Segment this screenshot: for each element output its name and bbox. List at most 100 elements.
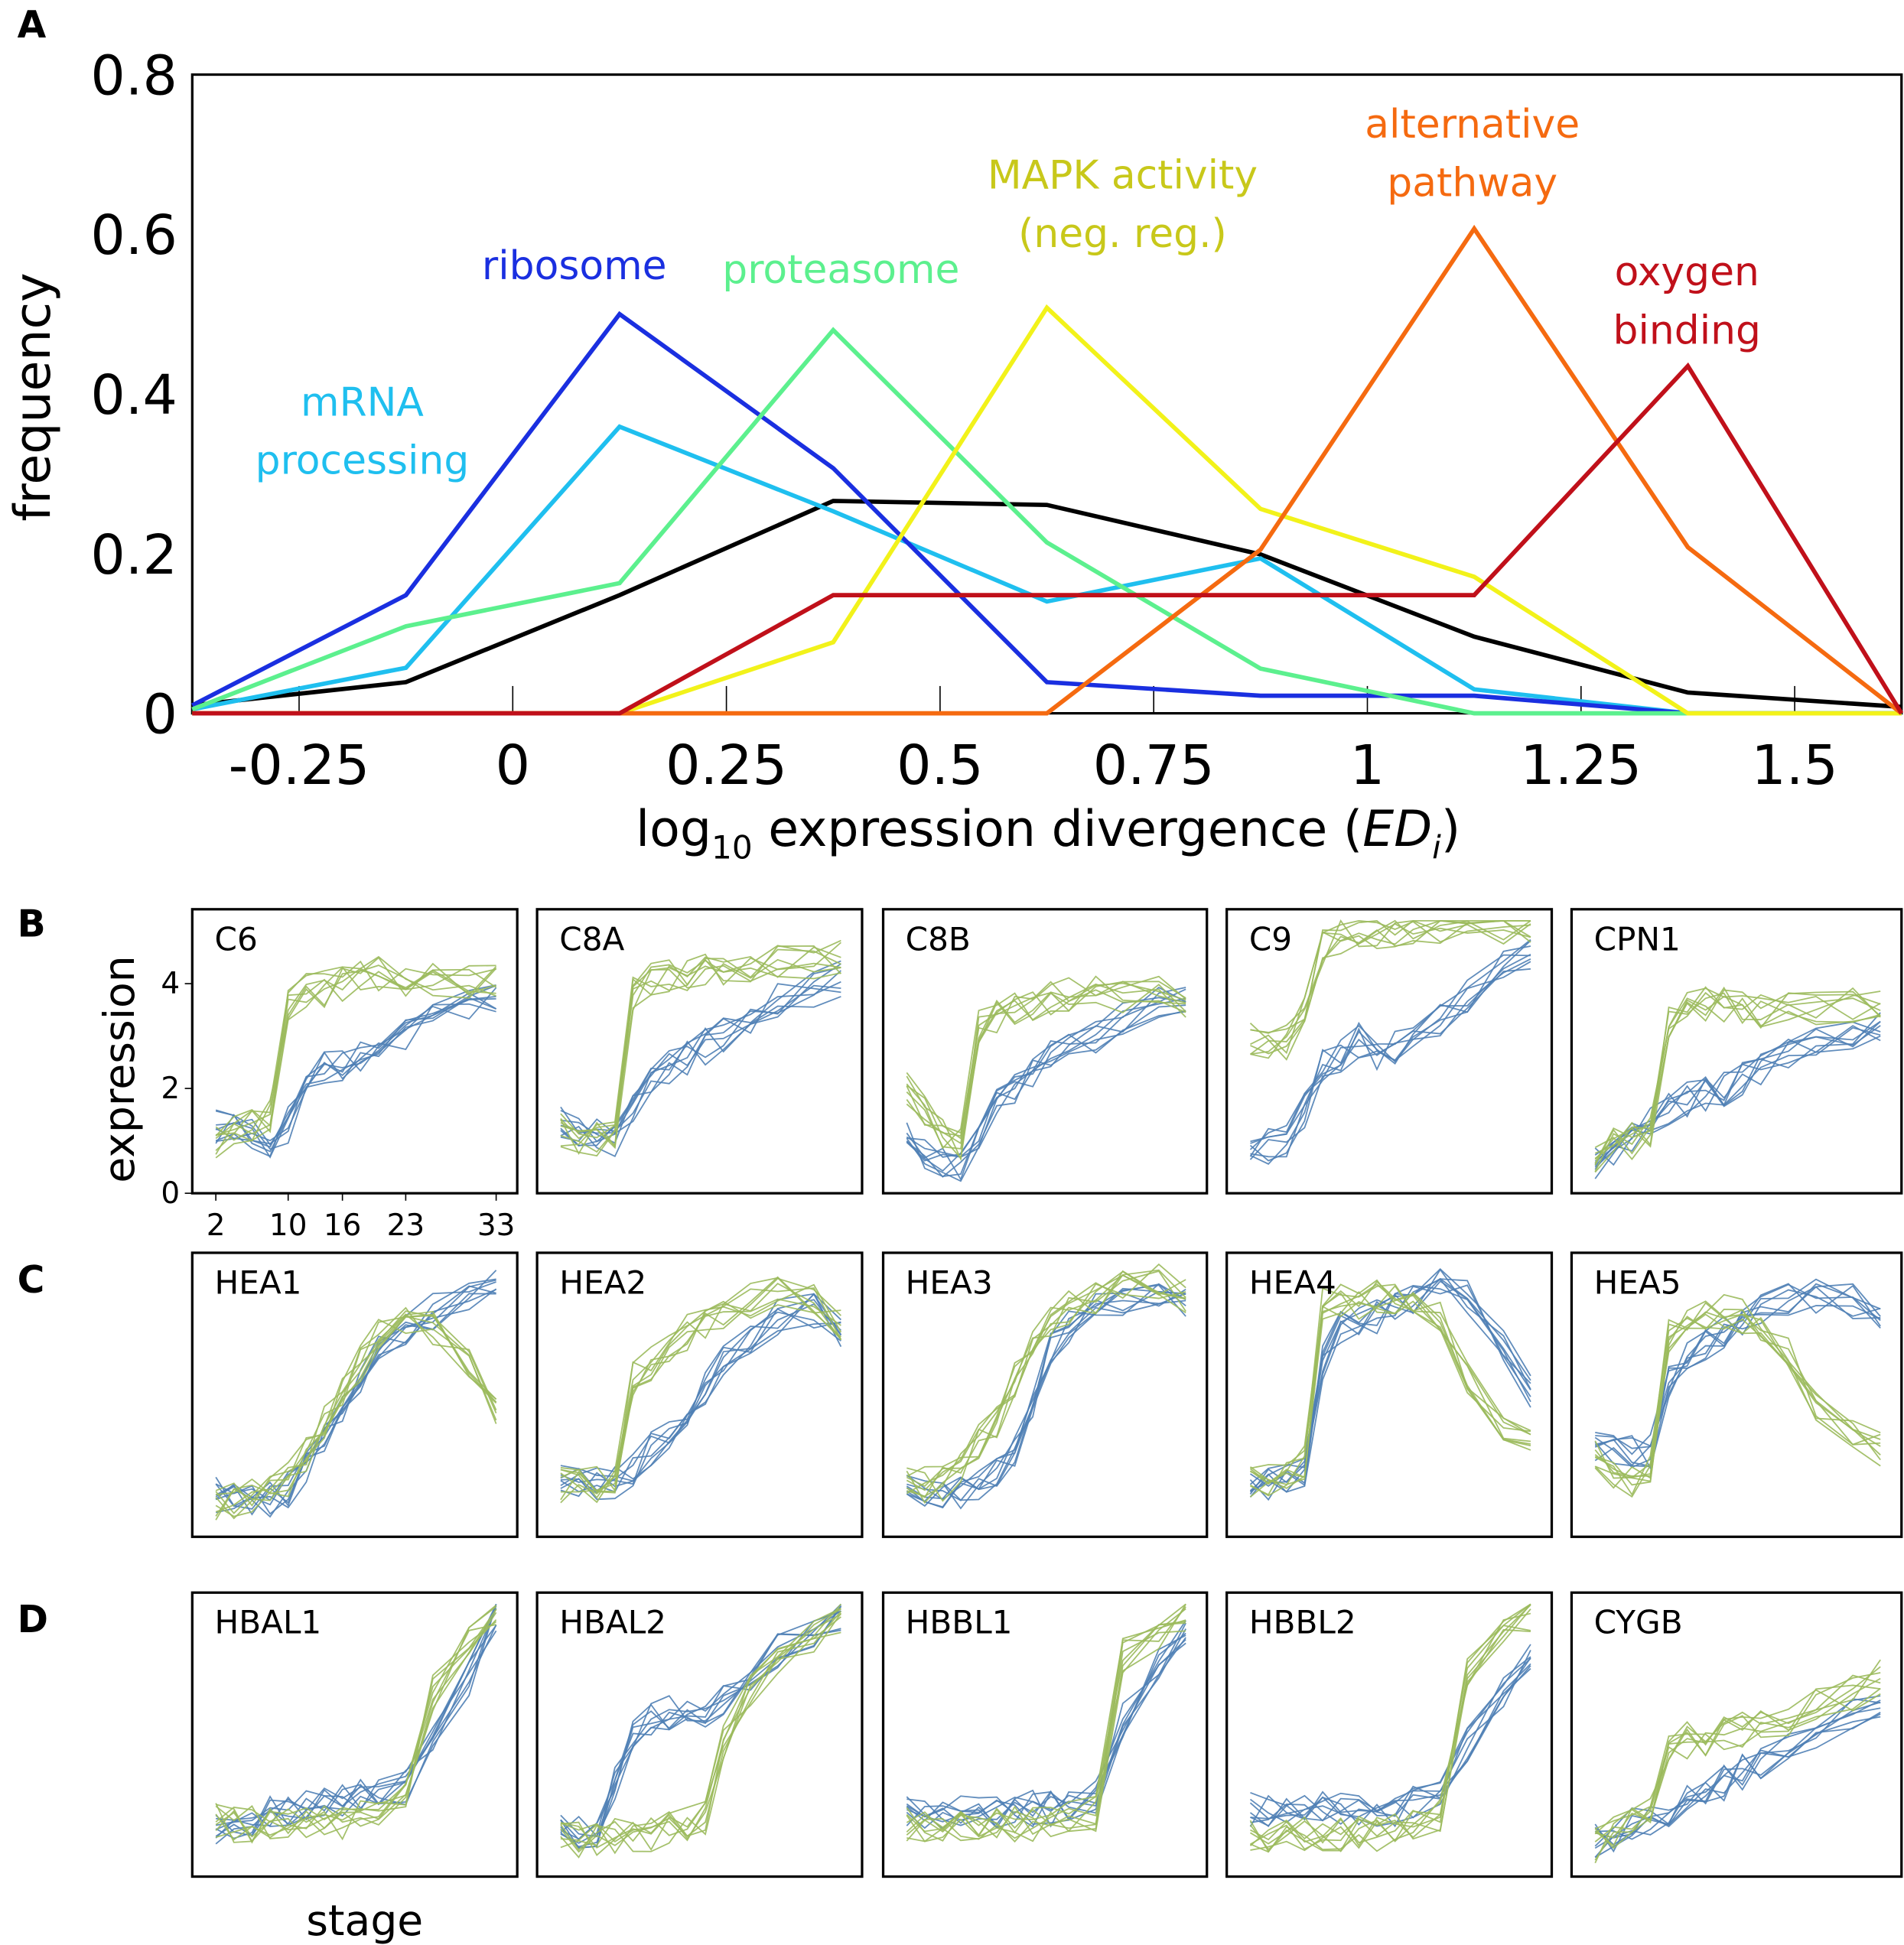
expression-line-green <box>1250 1625 1531 1852</box>
expression-line-blue <box>1249 953 1531 1157</box>
x-tick-label: 16 <box>324 1208 362 1243</box>
y-tick-label: 0.4 <box>90 363 177 427</box>
series-label: MAPK activity <box>988 153 1258 199</box>
x-axis-label: log10 expression divergence (EDi) <box>636 801 1460 866</box>
expression-line-green <box>1250 919 1531 1059</box>
expression-line-green <box>1249 1279 1531 1485</box>
expression-line-green <box>1250 919 1531 1055</box>
expression-line-blue <box>560 1303 841 1482</box>
expression-line-blue <box>560 1605 842 1838</box>
expression-line-blue <box>906 987 1186 1158</box>
x-tick-label: 10 <box>269 1208 308 1243</box>
expression-line-green <box>906 1603 1186 1843</box>
gene-name: C9 <box>1249 920 1292 958</box>
series-label: pathway <box>1387 160 1557 206</box>
expression-line-blue <box>215 1288 497 1515</box>
gene-panel-HEA1: HEA1 <box>190 1251 519 1538</box>
expression-line-blue <box>215 1604 497 1827</box>
expression-line-blue <box>560 970 841 1142</box>
expression-line-blue <box>1249 958 1531 1150</box>
expression-line-green <box>215 1608 497 1839</box>
expression-line-blue <box>1595 1698 1881 1840</box>
expression-line-green <box>1249 1280 1531 1485</box>
expression-line-blue <box>560 983 841 1134</box>
expression-line-blue <box>1249 1665 1531 1820</box>
gene-panel-frame <box>1225 1251 1554 1538</box>
series-line <box>192 304 1902 716</box>
gene-panel-HEA3: HEA3 <box>881 1251 1209 1538</box>
expression-line-blue <box>215 1603 497 1839</box>
expression-line-green <box>1250 1603 1531 1847</box>
expression-line-green <box>906 975 1186 1150</box>
expression-line-green <box>906 1606 1186 1837</box>
expression-line-green <box>1250 1290 1531 1489</box>
expression-line-blue <box>215 1604 497 1836</box>
expression-line-green <box>1594 1687 1881 1861</box>
expression-line-blue <box>906 997 1186 1173</box>
expression-line-green <box>560 942 841 1153</box>
expression-line-green <box>1594 1309 1881 1498</box>
series-label: mRNA <box>301 379 424 425</box>
expression-line-green <box>560 1277 841 1504</box>
expression-line-blue <box>216 1605 497 1826</box>
expression-line-green <box>1594 986 1881 1164</box>
expression-line-blue <box>906 1620 1186 1830</box>
gene-name: HEA2 <box>559 1264 646 1301</box>
gene-name: CPN1 <box>1594 920 1681 958</box>
series-label: (neg. reg.) <box>1018 211 1227 257</box>
series-label: proteasome <box>722 247 959 293</box>
expression-line-blue <box>215 1608 497 1837</box>
gene-name: CYGB <box>1594 1604 1683 1641</box>
expression-line-blue <box>1594 1305 1881 1469</box>
gene-panel-HBAL2: HBAL2 <box>535 1591 864 1878</box>
expression-line-green <box>1595 1689 1881 1839</box>
gene-panel-HBAL1: HBAL1 <box>190 1591 519 1878</box>
expression-line-blue <box>1250 1650 1531 1827</box>
expression-line-blue <box>1250 968 1531 1165</box>
series-label: processing <box>255 438 470 484</box>
gene-panel-C9: C9 <box>1225 908 1554 1195</box>
y-tick-label: 0.6 <box>90 203 177 267</box>
x-tick-label: 23 <box>387 1208 425 1243</box>
expression-line-green <box>1249 919 1531 1055</box>
expression-line-blue <box>1249 1284 1531 1493</box>
expression-line-green <box>560 1283 842 1504</box>
x-tick-label: 2 <box>207 1208 226 1243</box>
panel-label-c: C <box>18 1259 45 1302</box>
expression-line-blue <box>1249 1278 1531 1498</box>
y-tick-label: 0 <box>161 1176 180 1211</box>
expression-line-green <box>560 1608 841 1859</box>
series-label: ribosome <box>482 243 667 289</box>
expression-line-blue <box>215 997 496 1145</box>
expression-line-green <box>560 1607 841 1849</box>
expression-line-green <box>1594 1677 1881 1847</box>
expression-line-blue <box>1594 1712 1881 1849</box>
gene-name: HBBL1 <box>906 1604 1013 1641</box>
expression-line-green <box>906 983 1186 1162</box>
expression-line-blue <box>1595 1289 1881 1455</box>
expression-line-blue <box>215 992 497 1153</box>
expression-line-blue <box>1249 1267 1531 1488</box>
expression-line-blue <box>906 987 1186 1177</box>
gene-panel-HEA4: HEA4 <box>1225 1251 1554 1538</box>
expression-line-green <box>1594 989 1881 1160</box>
expression-line-blue <box>560 1610 841 1849</box>
y-tick-label: 0.2 <box>90 523 177 587</box>
y-tick-label: 0 <box>142 683 177 746</box>
expression-line-green <box>215 1624 496 1839</box>
gene-panel-C8A: C8A <box>535 908 864 1195</box>
expression-line-blue <box>215 996 496 1159</box>
x-tick-label: 1.25 <box>1520 733 1642 797</box>
gene-name: HEA3 <box>906 1264 993 1301</box>
expression-line-green <box>215 1608 497 1843</box>
expression-line-green <box>906 981 1186 1134</box>
expression-line-blue <box>215 1281 496 1508</box>
expression-line-blue <box>1250 938 1531 1158</box>
gene-panel-frame <box>1570 1251 1903 1538</box>
panel-label-d: D <box>18 1599 48 1641</box>
expression-line-blue <box>1250 1644 1531 1828</box>
expression-line-blue <box>1594 1286 1881 1468</box>
expression-line-green <box>1594 1313 1881 1479</box>
series-line <box>191 311 1902 716</box>
